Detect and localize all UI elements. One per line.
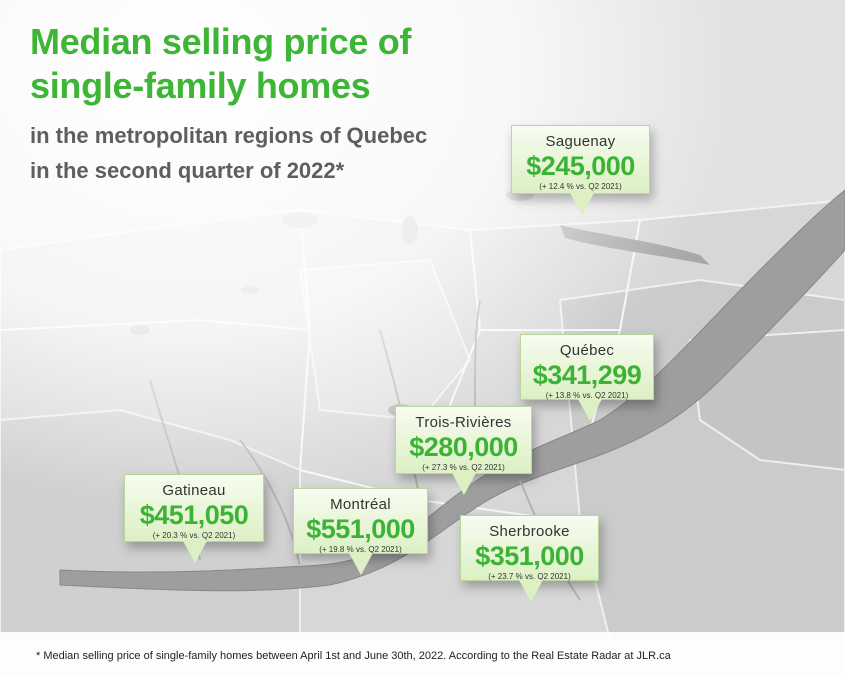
title-block: Median selling price of single-family ho… [30, 20, 510, 188]
callout-city: Sherbrooke [489, 523, 570, 540]
callout-pointer [578, 399, 602, 421]
callout-saguenay: Saguenay $245,000 (+ 12.4 % vs. Q2 2021) [511, 125, 650, 215]
callout-pointer [183, 541, 207, 563]
footnote: * Median selling price of single-family … [36, 650, 671, 662]
callout-change: (+ 19.8 % vs. Q2 2021) [319, 545, 402, 554]
callout-change: (+ 27.3 % vs. Q2 2021) [422, 463, 505, 472]
callout-price: $341,299 [532, 360, 642, 390]
callout-change: (+ 23.7 % vs. Q2 2021) [488, 572, 571, 581]
callout-price: $351,000 [475, 541, 584, 571]
callout-change: (+ 20.3 % vs. Q2 2021) [152, 531, 236, 540]
callout-sherbrooke: Sherbrooke $351,000 (+ 23.7 % vs. Q2 202… [460, 515, 599, 602]
callout-price: $451,050 [139, 500, 249, 530]
callout-price: $551,000 [306, 514, 415, 544]
callout-gatineau: Gatineau $451,050 (+ 20.3 % vs. Q2 2021) [124, 474, 264, 563]
callout-city: Trois-Rivières [415, 414, 512, 431]
callout-montreal: Montréal $551,000 (+ 19.8 % vs. Q2 2021) [293, 488, 428, 575]
callout-city: Montréal [330, 496, 391, 513]
callout-pointer [519, 580, 543, 602]
title-line-2: single-family homes [30, 65, 371, 106]
callout-change: (+ 12.4 % vs. Q2 2021) [539, 182, 622, 191]
callout-price: $245,000 [526, 151, 635, 181]
callout-price: $280,000 [409, 432, 518, 462]
callout-pointer [349, 553, 373, 575]
callout-city: Gatineau [162, 482, 226, 499]
callout-quebec: Québec $341,299 (+ 13.8 % vs. Q2 2021) [520, 334, 654, 421]
title: Median selling price of single-family ho… [30, 20, 510, 108]
callout-trois-rivieres: Trois-Rivières $280,000 (+ 27.3 % vs. Q2… [395, 406, 532, 495]
callout-pointer [452, 473, 476, 495]
callout-city: Saguenay [545, 133, 616, 150]
subtitle: in the metropolitan regions of Quebec in… [30, 123, 428, 183]
title-line-1: Median selling price of [30, 21, 412, 62]
callout-change: (+ 13.8 % vs. Q2 2021) [545, 391, 629, 400]
callout-pointer [570, 193, 594, 215]
callout-city: Québec [559, 342, 615, 359]
